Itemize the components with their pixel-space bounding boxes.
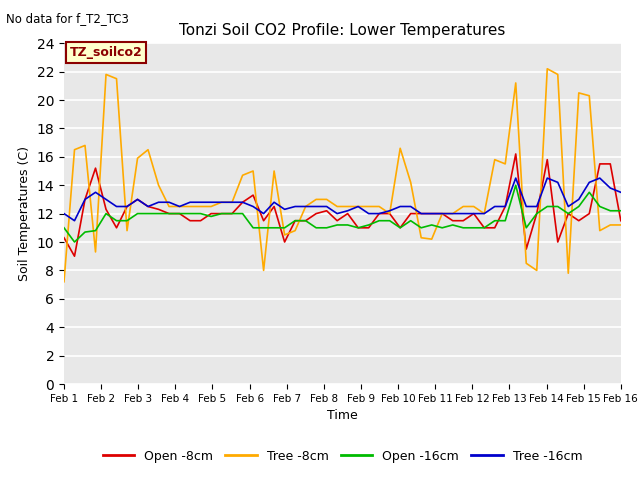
Text: No data for f_T2_TC3: No data for f_T2_TC3 — [6, 12, 129, 25]
Title: Tonzi Soil CO2 Profile: Lower Temperatures: Tonzi Soil CO2 Profile: Lower Temperatur… — [179, 23, 506, 38]
Y-axis label: Soil Temperatures (C): Soil Temperatures (C) — [18, 146, 31, 281]
X-axis label: Time: Time — [327, 409, 358, 422]
Text: TZ_soilco2: TZ_soilco2 — [70, 46, 142, 59]
Legend: Open -8cm, Tree -8cm, Open -16cm, Tree -16cm: Open -8cm, Tree -8cm, Open -16cm, Tree -… — [97, 445, 588, 468]
